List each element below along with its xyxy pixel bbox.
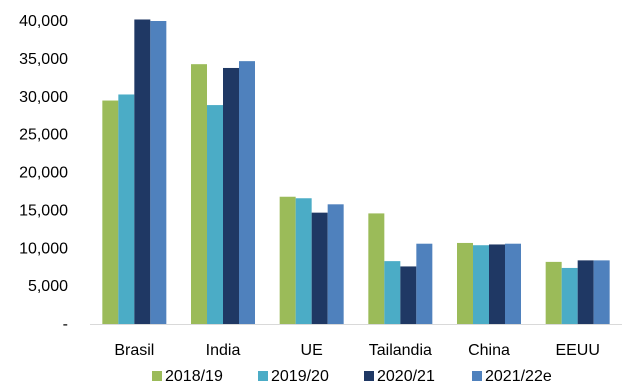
y-tick-label: 5,000 xyxy=(28,278,68,295)
bar-brasil-2019-20 xyxy=(118,94,135,324)
y-tick-label: - xyxy=(63,316,68,333)
x-tick-label: Brasil xyxy=(114,342,154,359)
bar-india-2020-21 xyxy=(223,67,239,324)
bar-tailandia-2020-21 xyxy=(400,266,417,324)
y-tick-label: 20,000 xyxy=(19,165,68,182)
bar-tailandia-2019-20 xyxy=(384,261,401,324)
bar-china-2020-21 xyxy=(489,244,505,324)
y-tick-label: 35,000 xyxy=(19,51,68,68)
legend: 2018/19 2019/20 2020/21 2021/22e xyxy=(152,368,552,385)
bar-india-2018-19 xyxy=(191,64,207,325)
bar-ue-2021-22e xyxy=(327,204,344,324)
legend-label: 2018/19 xyxy=(165,368,223,385)
bar-china-2018-19 xyxy=(457,242,473,324)
bar-brasil-2020-21 xyxy=(134,19,151,325)
legend-label: 2021/22e xyxy=(485,368,552,385)
legend-label: 2019/20 xyxy=(271,368,329,385)
bar-eeuu-2019-20 xyxy=(561,267,578,324)
legend-label: 2020/21 xyxy=(377,368,435,385)
bar-eeuu-2018-19 xyxy=(545,261,562,324)
legend-swatch-2019-20 xyxy=(258,371,268,381)
bars-group xyxy=(102,19,610,325)
bar-ue-2018-19 xyxy=(279,196,296,324)
bar-ue-2019-20 xyxy=(295,198,312,324)
bar-brasil-2018-19 xyxy=(102,100,119,324)
bar-brasil-2021-22e xyxy=(150,21,167,324)
bar-india-2021-22e xyxy=(239,61,255,325)
bar-eeuu-2021-22e xyxy=(593,260,610,324)
bar-eeuu-2020-21 xyxy=(577,260,594,324)
legend-swatch-2018-19 xyxy=(152,371,162,381)
bar-tailandia-2018-19 xyxy=(368,213,385,324)
x-tick-label: India xyxy=(206,342,241,359)
category-labels: Brasil India UE Tailandia China EEUU xyxy=(114,342,600,359)
bar-india-2019-20 xyxy=(207,105,223,325)
legend-swatch-2020-21 xyxy=(364,371,374,381)
y-axis-ticks: - 5,000 10,000 15,000 20,000 25,000 30,000 35,0… xyxy=(19,13,68,333)
x-tick-label: China xyxy=(468,342,510,359)
y-tick-label: 40,000 xyxy=(19,13,68,30)
bar-ue-2020-21 xyxy=(311,212,328,324)
y-tick-label: 25,000 xyxy=(19,127,68,144)
x-tick-label: EEUU xyxy=(555,342,599,359)
y-tick-label: 15,000 xyxy=(19,202,68,219)
x-tick-label: Tailandia xyxy=(369,342,432,359)
bar-tailandia-2021-22e xyxy=(416,243,433,324)
legend-swatch-2021-22e xyxy=(472,371,482,381)
y-tick-label: 30,000 xyxy=(19,89,68,106)
bar-china-2021-22e xyxy=(505,243,521,324)
bar-china-2019-20 xyxy=(473,245,489,324)
y-tick-label: 10,000 xyxy=(19,240,68,257)
x-tick-label: UE xyxy=(301,342,323,359)
